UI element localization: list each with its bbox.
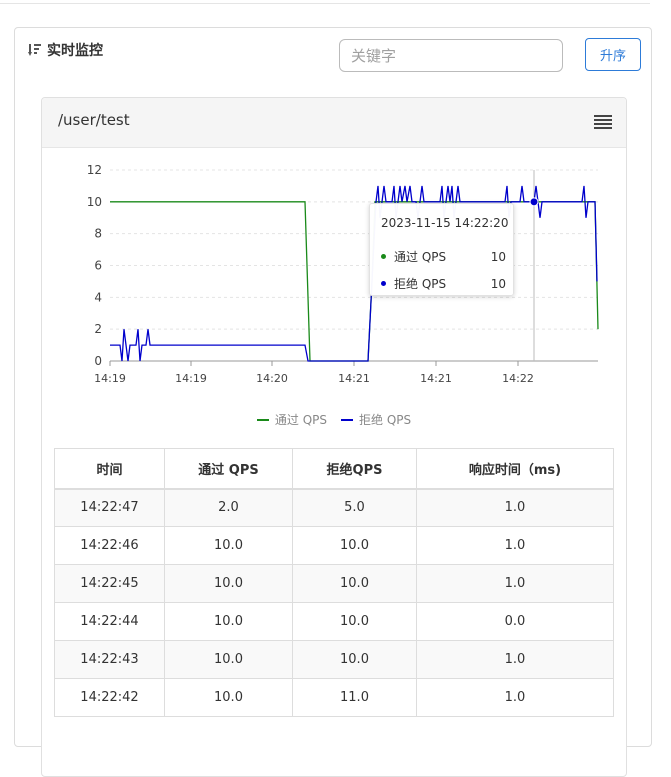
- x-tick-label: 14:21: [420, 372, 452, 385]
- hamburger-menu-icon[interactable]: [594, 115, 612, 129]
- table-cell: 2.0: [164, 488, 293, 527]
- table-cell: 1.0: [416, 526, 614, 565]
- legend-item-pass[interactable]: 通过 QPS: [256, 411, 327, 428]
- top-divider: [0, 0, 650, 4]
- panel-title-text: 实时监控: [47, 43, 103, 59]
- chart-legend: 通过 QPS 拒绝 QPS: [42, 411, 626, 428]
- column-header-pass-qps: 通过 QPS: [164, 448, 293, 490]
- table-cell: 10.0: [292, 602, 417, 641]
- sort-desc-icon: [28, 44, 41, 56]
- column-header-block-qps: 拒绝QPS: [292, 448, 417, 490]
- column-header-time: 时间: [54, 448, 165, 490]
- pass-qps-series-line: [110, 201, 599, 362]
- tooltip-series-name: 通过 QPS: [394, 250, 447, 264]
- keyword-search-input[interactable]: [339, 39, 563, 72]
- y-tick-label: 0: [94, 354, 102, 368]
- card-header: /user/test: [42, 98, 626, 148]
- legend-swatch: [341, 418, 353, 421]
- legend-item-block[interactable]: 拒绝 QPS: [341, 411, 411, 428]
- table-row: 14:22:44 10.0 10.0 0.0: [54, 602, 614, 641]
- table-cell: 14:22:45: [54, 564, 165, 603]
- pass-dot-icon: [381, 254, 386, 259]
- x-tick-label: 14:22: [502, 372, 534, 385]
- tooltip-series-value: 10: [490, 276, 506, 291]
- resource-card: /user/test 0 2 4 6 8 10 12 14:19 14:19 14:20 14:21…: [41, 97, 627, 777]
- y-tick-label: 4: [94, 290, 102, 304]
- table-cell: 5.0: [292, 488, 417, 527]
- tooltip-series-name: 拒绝 QPS: [394, 277, 447, 291]
- table-cell: 11.0: [292, 678, 417, 717]
- metrics-table: 时间 通过 QPS 拒绝QPS 响应时间（ms) 14:22:47 2.0 5.0 1…: [54, 448, 614, 717]
- y-tick-label: 2: [94, 322, 102, 336]
- resource-title: /user/test: [58, 111, 130, 129]
- table-cell: 10.0: [164, 564, 293, 603]
- table-cell: 0.0: [416, 602, 614, 641]
- table-cell: 14:22:43: [54, 640, 165, 679]
- table-cell: 14:22:42: [54, 678, 165, 717]
- y-tick-label: 8: [94, 227, 102, 241]
- legend-swatch: [256, 418, 269, 421]
- table-cell: 14:22:47: [54, 488, 165, 527]
- tooltip-row-block: 拒绝 QPS 10: [381, 275, 506, 292]
- table-cell: 10.0: [292, 564, 417, 603]
- panel-title: 实时监控: [28, 40, 103, 60]
- block-dot-icon: [381, 281, 386, 286]
- table-cell: 1.0: [416, 564, 614, 603]
- table-cell: 1.0: [416, 640, 614, 679]
- y-tick-label: 10: [87, 195, 102, 209]
- y-tick-label: 12: [87, 163, 102, 177]
- x-tick-label: 14:20: [256, 372, 288, 385]
- x-tick-label: 14:19: [175, 372, 207, 385]
- realtime-monitor-panel: 实时监控 升序 /user/test 0 2 4 6 8 10 12 14:19 14:19 14…: [14, 27, 652, 777]
- table-cell: 1.0: [416, 488, 614, 527]
- table-header-row: 时间 通过 QPS 拒绝QPS 响应时间（ms): [54, 448, 614, 490]
- table-cell: 10.0: [164, 602, 293, 641]
- table-cell: 10.0: [164, 640, 293, 679]
- table-cell: 10.0: [164, 526, 293, 565]
- legend-label: 拒绝 QPS: [359, 413, 412, 427]
- table-row: 14:22:43 10.0 10.0 1.0: [54, 640, 614, 679]
- hover-point-marker: [529, 197, 539, 207]
- table-cell: 14:22:46: [54, 526, 165, 565]
- table-cell: 10.0: [292, 526, 417, 565]
- table-cell: 14:22:44: [54, 602, 165, 641]
- table-cell: 10.0: [292, 640, 417, 679]
- table-cell: 10.0: [164, 678, 293, 717]
- legend-label: 通过 QPS: [274, 413, 327, 427]
- table-row: 14:22:46 10.0 10.0 1.0: [54, 526, 614, 565]
- table-row: 14:22:42 10.0 11.0 1.0: [54, 678, 614, 717]
- qps-line-chart: 0 2 4 6 8 10 12 14:19 14:19 14:20 14:21 14:21 14:22: [87, 163, 599, 385]
- x-tick-label: 14:21: [338, 372, 370, 385]
- block-qps-series-line: [110, 185, 598, 362]
- sort-ascending-button[interactable]: 升序: [585, 38, 641, 71]
- x-tick-label: 14:19: [94, 372, 126, 385]
- tooltip-series-value: 10: [490, 249, 506, 264]
- column-header-response-time: 响应时间（ms): [416, 448, 614, 490]
- table-row: 14:22:45 10.0 10.0 1.0: [54, 564, 614, 603]
- table-cell: 1.0: [416, 678, 614, 717]
- tooltip-row-pass: 通过 QPS 10: [381, 248, 506, 265]
- chart-tooltip: 2023-11-15 14:22:20 通过 QPS 10 拒绝 QPS 10: [369, 203, 514, 296]
- tooltip-time: 2023-11-15 14:22:20: [381, 216, 509, 230]
- table-row: 14:22:47 2.0 5.0 1.0: [54, 488, 614, 527]
- y-tick-label: 6: [94, 259, 102, 273]
